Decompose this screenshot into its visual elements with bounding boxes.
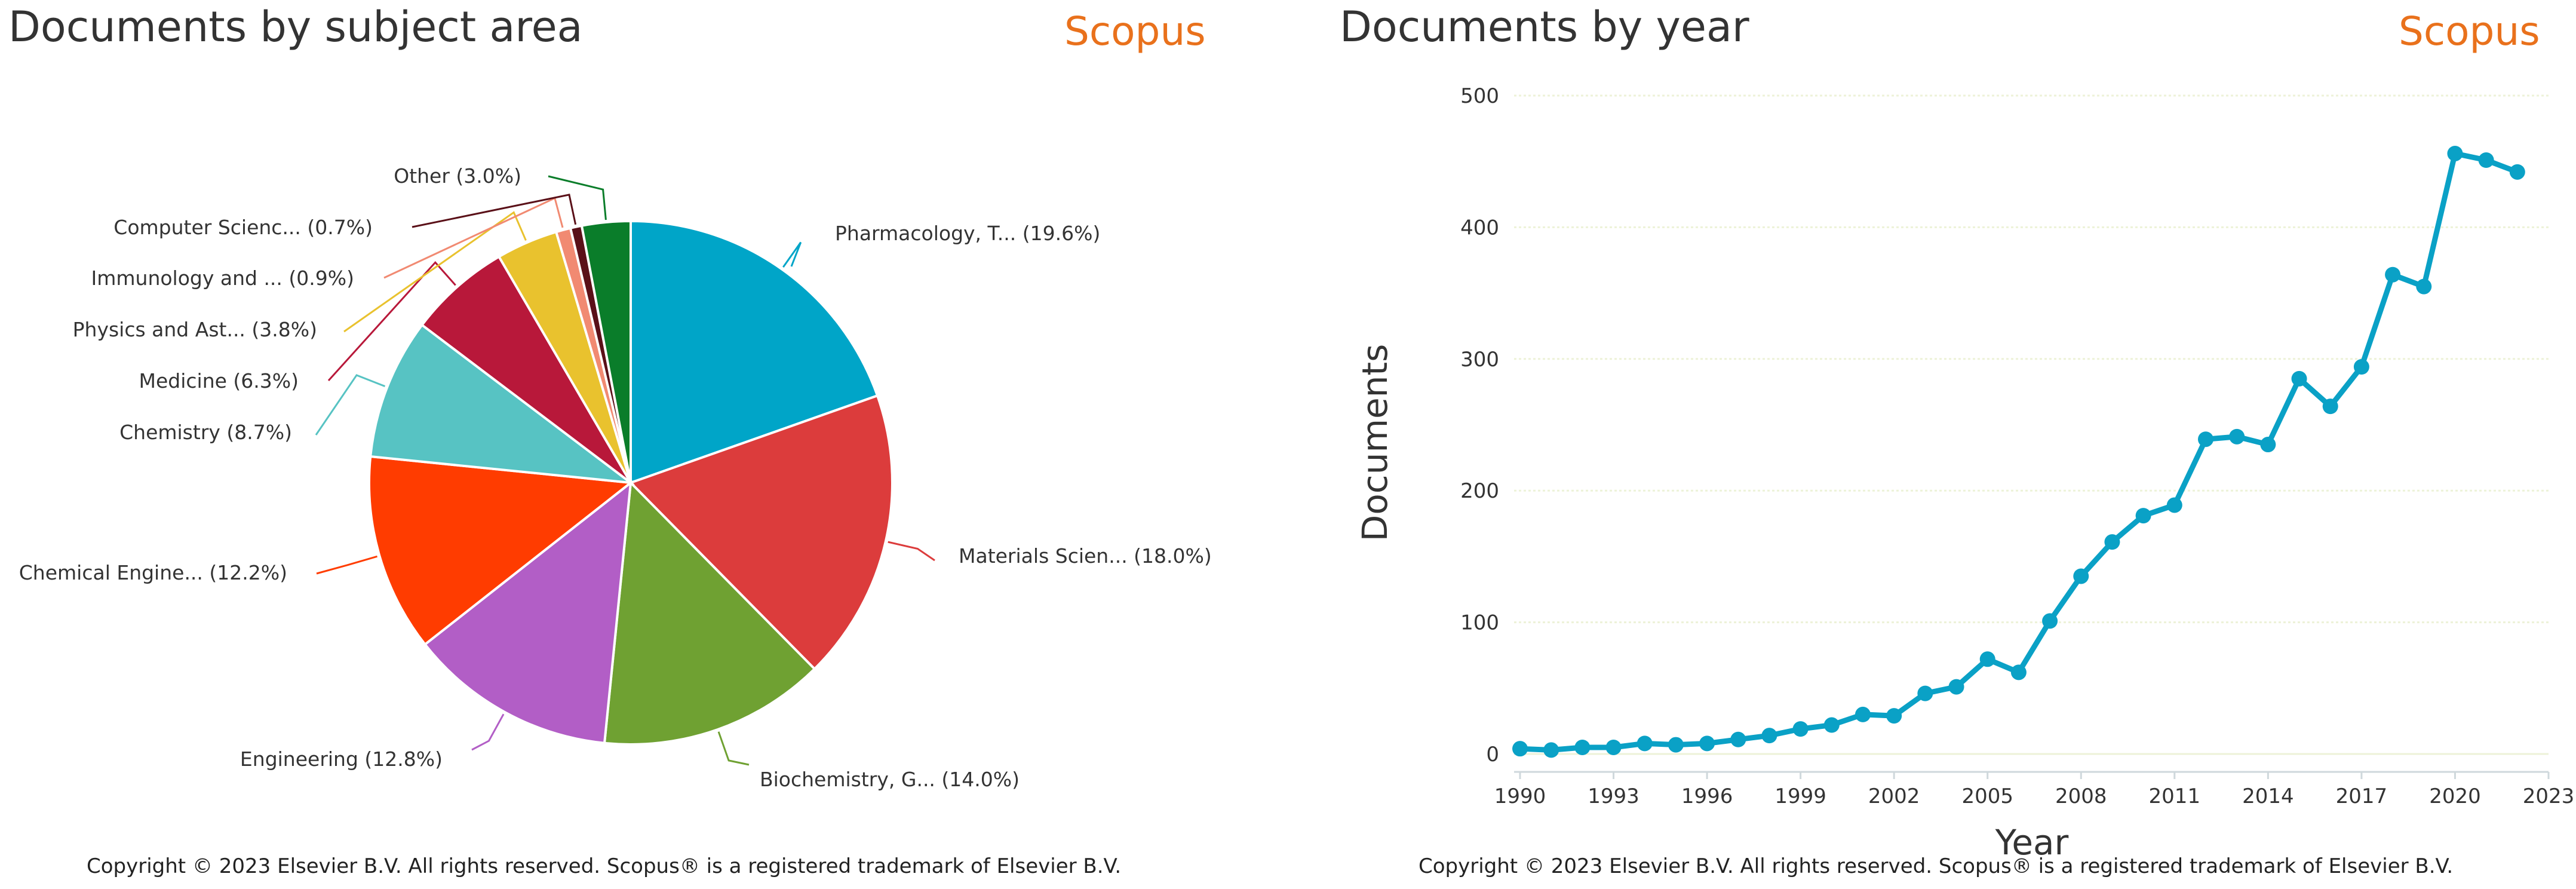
data-point[interactable] (2478, 152, 2494, 168)
x-tick-label: 2008 (2055, 784, 2107, 808)
pie-slice-label: Other (3.0%) (394, 164, 521, 188)
series-line (1517, 151, 2520, 753)
x-tick-label: 1999 (1774, 784, 1826, 808)
scopus-logo: Scopus (2399, 8, 2540, 54)
data-point[interactable] (1543, 742, 1559, 758)
y-tick-label: 300 (1460, 348, 1499, 372)
y-axis-title: Documents (1355, 344, 1395, 542)
pie-slice[interactable] (628, 394, 894, 671)
data-point[interactable] (2073, 568, 2089, 584)
pie-chart-title: Documents by subject area (8, 2, 583, 51)
x-tick-label: 2014 (2242, 784, 2294, 808)
pie-chart: Pharmacology, T... (19.6%) Materials Scie… (19, 164, 1212, 791)
pie-connector-line (315, 374, 386, 436)
x-tick-label: 2011 (2149, 784, 2201, 808)
x-tick-label: 2005 (1961, 784, 2013, 808)
x-tick-label: 2002 (1868, 784, 1920, 808)
scopus-logo: Scopus (1064, 8, 1206, 54)
data-point[interactable] (2291, 370, 2307, 387)
data-point[interactable] (2260, 437, 2276, 453)
data-point[interactable] (1886, 708, 1902, 724)
year-panel: Documents by year Scopus 0 100 200 300 400 50… (1332, 0, 2576, 889)
pie-slice-label: Biochemistry, G... (14.0%) (760, 768, 1020, 791)
x-axis-title: Year (1995, 822, 2069, 863)
subject-area-panel: Documents by subject area Scopus Pharmac… (0, 0, 1248, 889)
data-point[interactable] (1979, 651, 1995, 667)
data-point[interactable] (2353, 359, 2369, 375)
data-point[interactable] (2322, 398, 2338, 415)
pie-slice-label: Immunology and ... (0.9%) (91, 266, 355, 290)
data-point[interactable] (1855, 706, 1871, 722)
pie-slice[interactable] (580, 219, 632, 483)
pie-connector-line (888, 541, 935, 562)
data-point[interactable] (1823, 717, 1840, 733)
pie-connector-line (412, 194, 577, 228)
data-point[interactable] (2509, 164, 2525, 180)
y-tick-label: 0 (1486, 743, 1499, 767)
data-point[interactable] (2135, 508, 2151, 524)
y-tick-label: 200 (1460, 479, 1499, 503)
data-point[interactable] (2416, 278, 2432, 295)
data-point[interactable] (1574, 739, 1591, 755)
line-chart-title: Documents by year (1340, 2, 1749, 51)
x-tick-label: 1990 (1494, 784, 1546, 808)
pie-slice-label: Medicine (6.3%) (139, 369, 299, 393)
x-tick-label: 2020 (2429, 784, 2481, 808)
y-tick-label: 100 (1460, 611, 1499, 635)
data-point[interactable] (2385, 266, 2401, 283)
pie-slice-label: Chemistry (8.7%) (119, 421, 292, 444)
data-point[interactable] (1792, 721, 1809, 737)
pie-connector-line (717, 731, 750, 766)
pie-connector-line (782, 241, 802, 268)
x-tick-label: 1996 (1681, 784, 1733, 808)
data-point[interactable] (1730, 731, 1746, 747)
data-point[interactable] (1948, 679, 1964, 695)
data-point[interactable] (2198, 431, 2213, 447)
data-point[interactable] (1699, 735, 1715, 752)
data-point[interactable] (1512, 741, 1528, 757)
pie-slice-label: Materials Scien... (18.0%) (959, 544, 1212, 568)
data-point[interactable] (2104, 534, 2120, 550)
line-chart: 0 100 200 300 400 500 1990 1993 1996 1999 2002 2005… (1355, 84, 2575, 863)
data-point[interactable] (1668, 737, 1684, 753)
y-tick-label: 400 (1460, 216, 1499, 240)
data-point[interactable] (2447, 145, 2463, 161)
pie-connector-line (327, 260, 456, 382)
copyright-notice: Copyright © 2023 Elsevier B.V. All right… (1419, 854, 2454, 878)
pie-slice[interactable] (603, 480, 816, 746)
x-tick-label: 2017 (2336, 784, 2388, 808)
data-point[interactable] (1761, 728, 1777, 744)
pie-slice-label: Pharmacology, T... (19.6%) (835, 222, 1100, 245)
copyright-notice: Copyright © 2023 Elsevier B.V. All right… (87, 854, 1122, 878)
pie-slice-label: Physics and Ast... (3.8%) (73, 318, 317, 341)
x-tick-label: 1993 (1588, 784, 1639, 808)
pie-slice-label: Computer Scienc... (0.7%) (113, 216, 373, 239)
pie-connector-line (343, 211, 527, 333)
data-point[interactable] (2010, 664, 2027, 680)
pie-connector-line (471, 713, 505, 751)
y-tick-label: 500 (1460, 84, 1499, 108)
pie-slice[interactable] (369, 323, 635, 485)
x-tick-label: 2023 (2523, 784, 2575, 808)
data-point[interactable] (1917, 685, 1933, 701)
pie-slice[interactable] (368, 455, 634, 646)
data-point[interactable] (2229, 428, 2245, 444)
data-point[interactable] (2042, 613, 2058, 629)
pie-slice[interactable] (420, 255, 632, 484)
pie-connector-line (316, 555, 377, 575)
pie-connector-line (548, 175, 607, 220)
data-point[interactable] (1605, 739, 1622, 755)
pie-slice-label: Chemical Engine... (12.2%) (19, 561, 287, 584)
pie-slice[interactable] (423, 480, 633, 744)
pie-slice-label: Engineering (12.8%) (240, 747, 443, 771)
data-point[interactable] (2166, 497, 2182, 513)
data-point[interactable] (1637, 735, 1653, 752)
